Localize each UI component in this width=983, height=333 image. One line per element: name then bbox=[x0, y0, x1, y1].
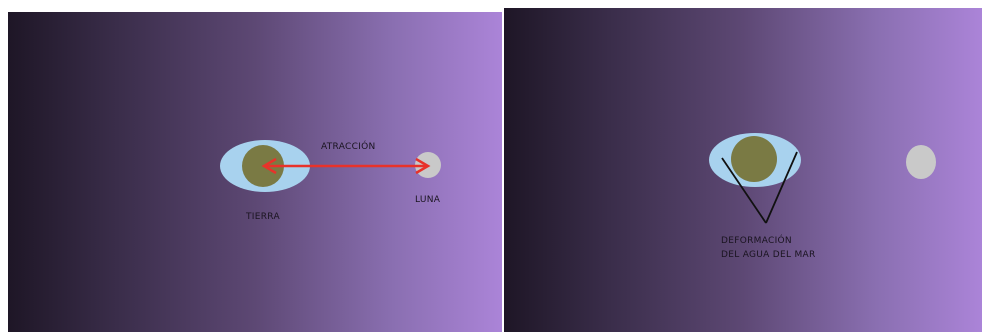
attraction-panel: ATRACCIÓN TIERRA LUNA bbox=[8, 12, 502, 332]
attraction-label: ATRACCIÓN bbox=[321, 142, 376, 152]
moon-label: LUNA bbox=[415, 195, 441, 205]
moon bbox=[906, 145, 936, 179]
deformation-panel: DEFORMACIÓN DEL AGUA DEL MAR bbox=[504, 8, 982, 332]
attraction-diagram bbox=[220, 140, 441, 192]
deformation-pointer bbox=[721, 151, 798, 224]
deformation-label-line1: DEFORMACIÓN bbox=[721, 236, 792, 246]
attraction-arrow bbox=[261, 157, 431, 175]
earth-label: TIERRA bbox=[246, 212, 280, 222]
deformation-diagram bbox=[709, 133, 936, 224]
deformation-label-line2: DEL AGUA DEL MAR bbox=[721, 250, 816, 260]
earth-land bbox=[731, 136, 777, 182]
